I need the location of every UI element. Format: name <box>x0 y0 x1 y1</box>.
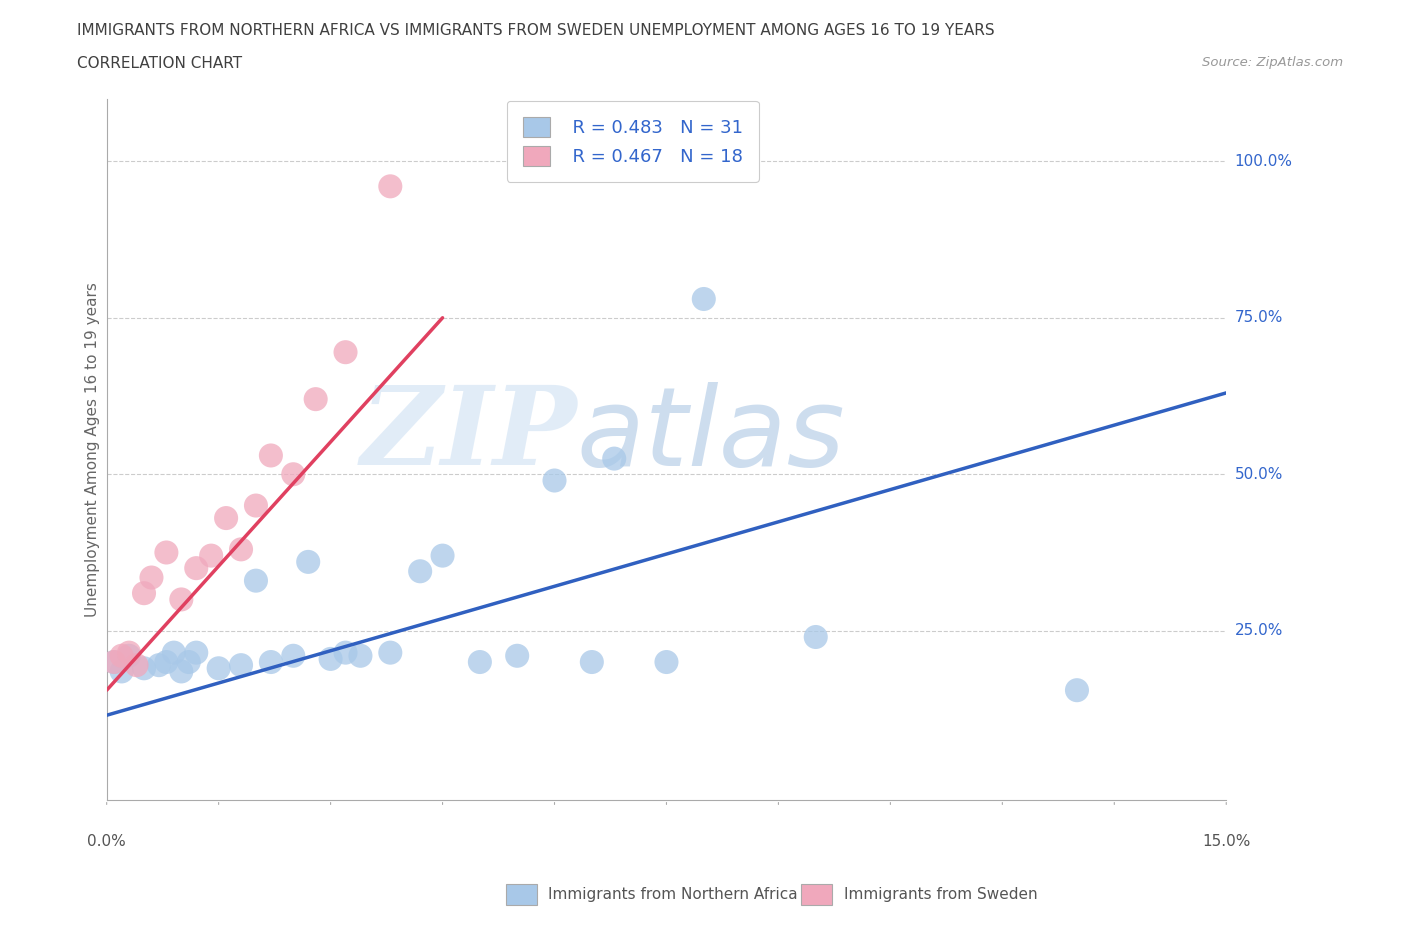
Point <box>110 664 132 679</box>
Point <box>603 451 626 466</box>
Point <box>118 648 141 663</box>
Point <box>349 648 371 663</box>
Text: CORRELATION CHART: CORRELATION CHART <box>77 56 242 71</box>
Point <box>283 648 305 663</box>
Point <box>380 179 402 193</box>
Point <box>245 573 267 588</box>
Text: Immigrants from Sweden: Immigrants from Sweden <box>844 887 1038 902</box>
Text: IMMIGRANTS FROM NORTHERN AFRICA VS IMMIGRANTS FROM SWEDEN UNEMPLOYMENT AMONG AGE: IMMIGRANTS FROM NORTHERN AFRICA VS IMMIG… <box>77 23 995 38</box>
Point <box>260 655 283 670</box>
Point <box>297 554 319 569</box>
Point <box>163 645 186 660</box>
Point <box>804 630 827 644</box>
Point <box>132 661 155 676</box>
Point <box>132 586 155 601</box>
Text: 50.0%: 50.0% <box>1234 467 1282 482</box>
Point <box>260 448 283 463</box>
Point <box>305 392 328 406</box>
Point <box>380 645 402 660</box>
Text: 25.0%: 25.0% <box>1234 623 1282 638</box>
Point <box>141 570 163 585</box>
Point <box>110 648 132 663</box>
Point <box>655 655 678 670</box>
Point <box>186 561 208 576</box>
Text: Source: ZipAtlas.com: Source: ZipAtlas.com <box>1202 56 1343 69</box>
Point <box>335 645 357 660</box>
Point <box>118 645 141 660</box>
Text: ZIP: ZIP <box>360 381 576 489</box>
Point <box>155 545 177 560</box>
Text: 100.0%: 100.0% <box>1234 153 1292 168</box>
Text: 15.0%: 15.0% <box>1202 834 1250 849</box>
Point <box>148 658 170 672</box>
Point <box>125 658 148 672</box>
Point <box>543 473 565 488</box>
Point <box>581 655 603 670</box>
Text: 75.0%: 75.0% <box>1234 311 1282 325</box>
Point <box>103 655 125 670</box>
Point <box>245 498 267 513</box>
Point <box>693 292 716 307</box>
Point <box>215 511 238 525</box>
Point <box>208 661 231 676</box>
Point <box>335 345 357 360</box>
Y-axis label: Unemployment Among Ages 16 to 19 years: Unemployment Among Ages 16 to 19 years <box>86 282 100 617</box>
Point <box>432 548 454 563</box>
Point <box>283 467 305 482</box>
Point <box>409 564 432 578</box>
Text: Immigrants from Northern Africa: Immigrants from Northern Africa <box>548 887 799 902</box>
Point <box>1066 683 1088 698</box>
Point <box>177 655 200 670</box>
Point <box>229 542 252 557</box>
Legend:   R = 0.483   N = 31,   R = 0.467   N = 18: R = 0.483 N = 31, R = 0.467 N = 18 <box>506 100 759 182</box>
Point <box>170 592 193 607</box>
Point <box>319 651 342 666</box>
Text: 0.0%: 0.0% <box>87 834 127 849</box>
Point <box>468 655 491 670</box>
Point <box>155 655 177 670</box>
Point <box>506 648 529 663</box>
Point <box>186 645 208 660</box>
Point <box>170 664 193 679</box>
Point <box>229 658 252 672</box>
Point <box>200 548 222 563</box>
Text: atlas: atlas <box>576 381 845 488</box>
Point <box>103 655 125 670</box>
